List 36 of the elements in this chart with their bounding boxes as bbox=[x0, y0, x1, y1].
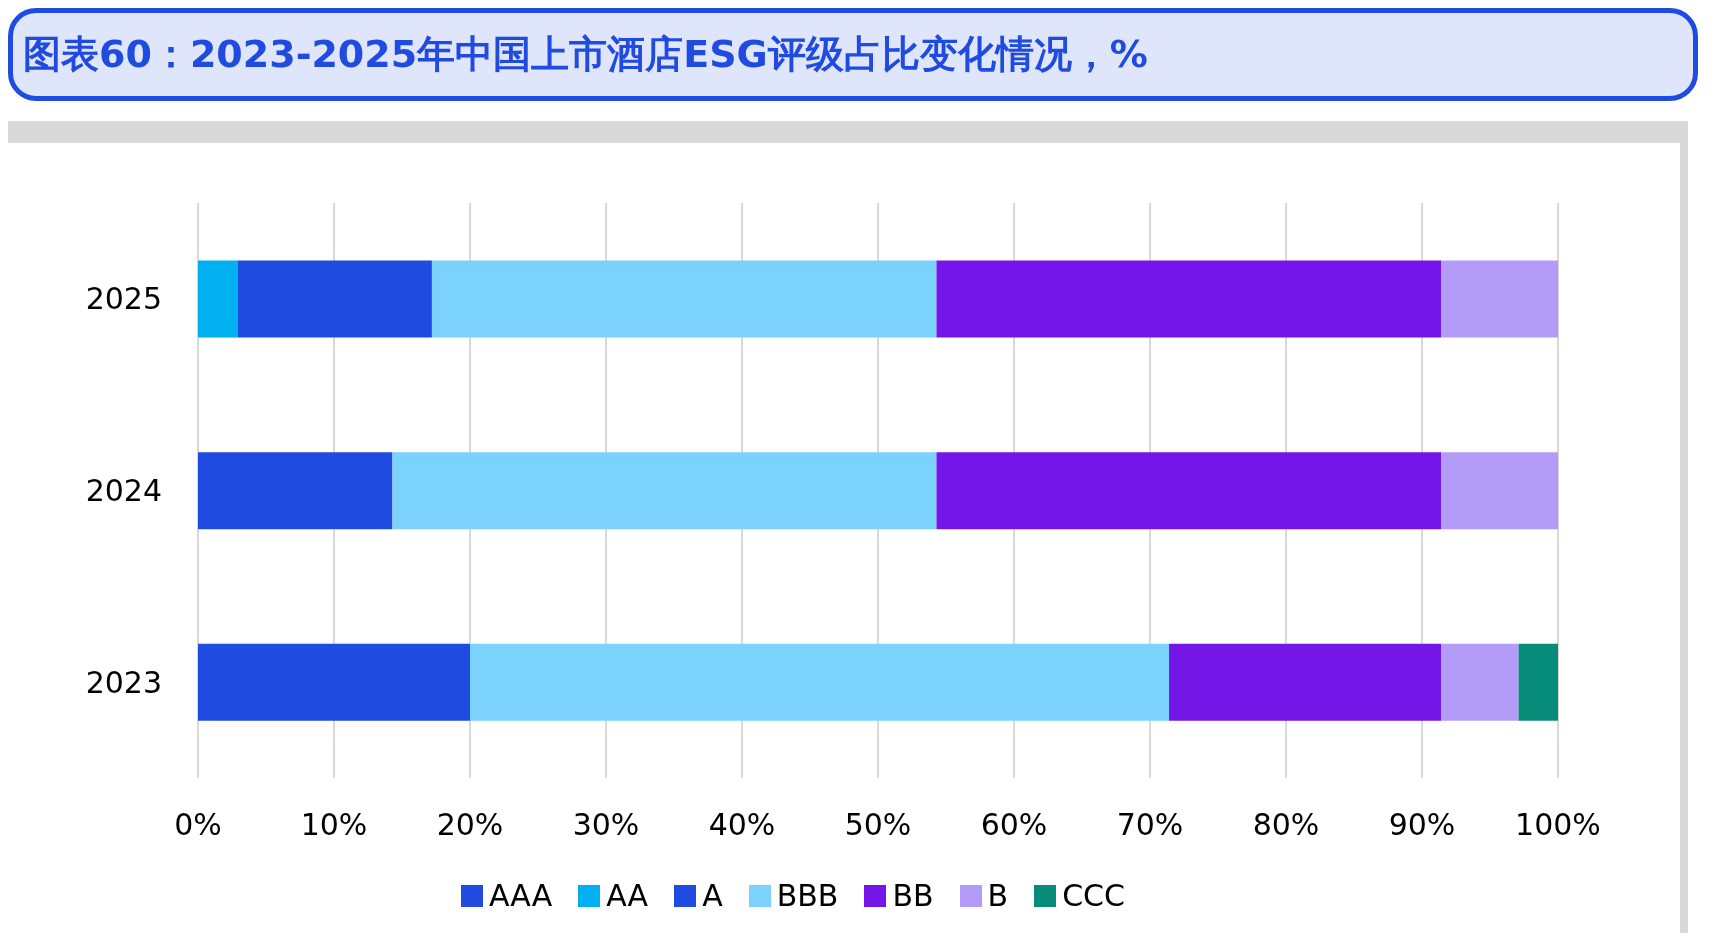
legend-label: BB bbox=[892, 878, 934, 913]
x-tick-label: 60% bbox=[980, 807, 1048, 843]
legend-label: CCC bbox=[1062, 878, 1126, 913]
bar bbox=[1441, 452, 1558, 530]
y-tick-label: 2024 bbox=[85, 473, 162, 509]
y-tick-label: 2025 bbox=[85, 281, 162, 317]
legend-label: BBB bbox=[776, 878, 839, 913]
legend-label: AA bbox=[606, 878, 649, 913]
x-tick-label: 70% bbox=[1116, 807, 1184, 843]
x-tick-label: 0% bbox=[174, 807, 222, 843]
x-tick-label: 100% bbox=[1515, 807, 1601, 843]
bar bbox=[936, 260, 1442, 338]
bar bbox=[198, 643, 470, 721]
bar bbox=[392, 452, 937, 530]
x-tick-label: 50% bbox=[844, 807, 912, 843]
x-tick-label: 20% bbox=[436, 807, 504, 843]
bar bbox=[1441, 260, 1558, 338]
bar bbox=[1518, 643, 1558, 721]
x-tick-label: 80% bbox=[1252, 807, 1320, 843]
chart-title: 图表60：2023-2025年中国上市酒店ESG评级占比变化情况，% bbox=[8, 8, 1698, 101]
legend-label: A bbox=[702, 878, 723, 913]
bar bbox=[237, 260, 432, 338]
bar bbox=[198, 452, 393, 530]
bar bbox=[198, 260, 238, 338]
bar bbox=[936, 452, 1442, 530]
legend-label: B bbox=[987, 878, 1009, 913]
x-tick-label: 10% bbox=[300, 807, 368, 843]
x-tick-label: 30% bbox=[572, 807, 640, 843]
y-tick-label: 2023 bbox=[85, 664, 162, 700]
x-tick-label: 90% bbox=[1388, 807, 1456, 843]
bar bbox=[1441, 643, 1519, 721]
bar bbox=[470, 643, 1170, 721]
bar bbox=[1169, 643, 1442, 721]
legend-label: AAA bbox=[488, 878, 553, 913]
bar bbox=[431, 260, 937, 338]
x-tick-label: 40% bbox=[708, 807, 776, 843]
